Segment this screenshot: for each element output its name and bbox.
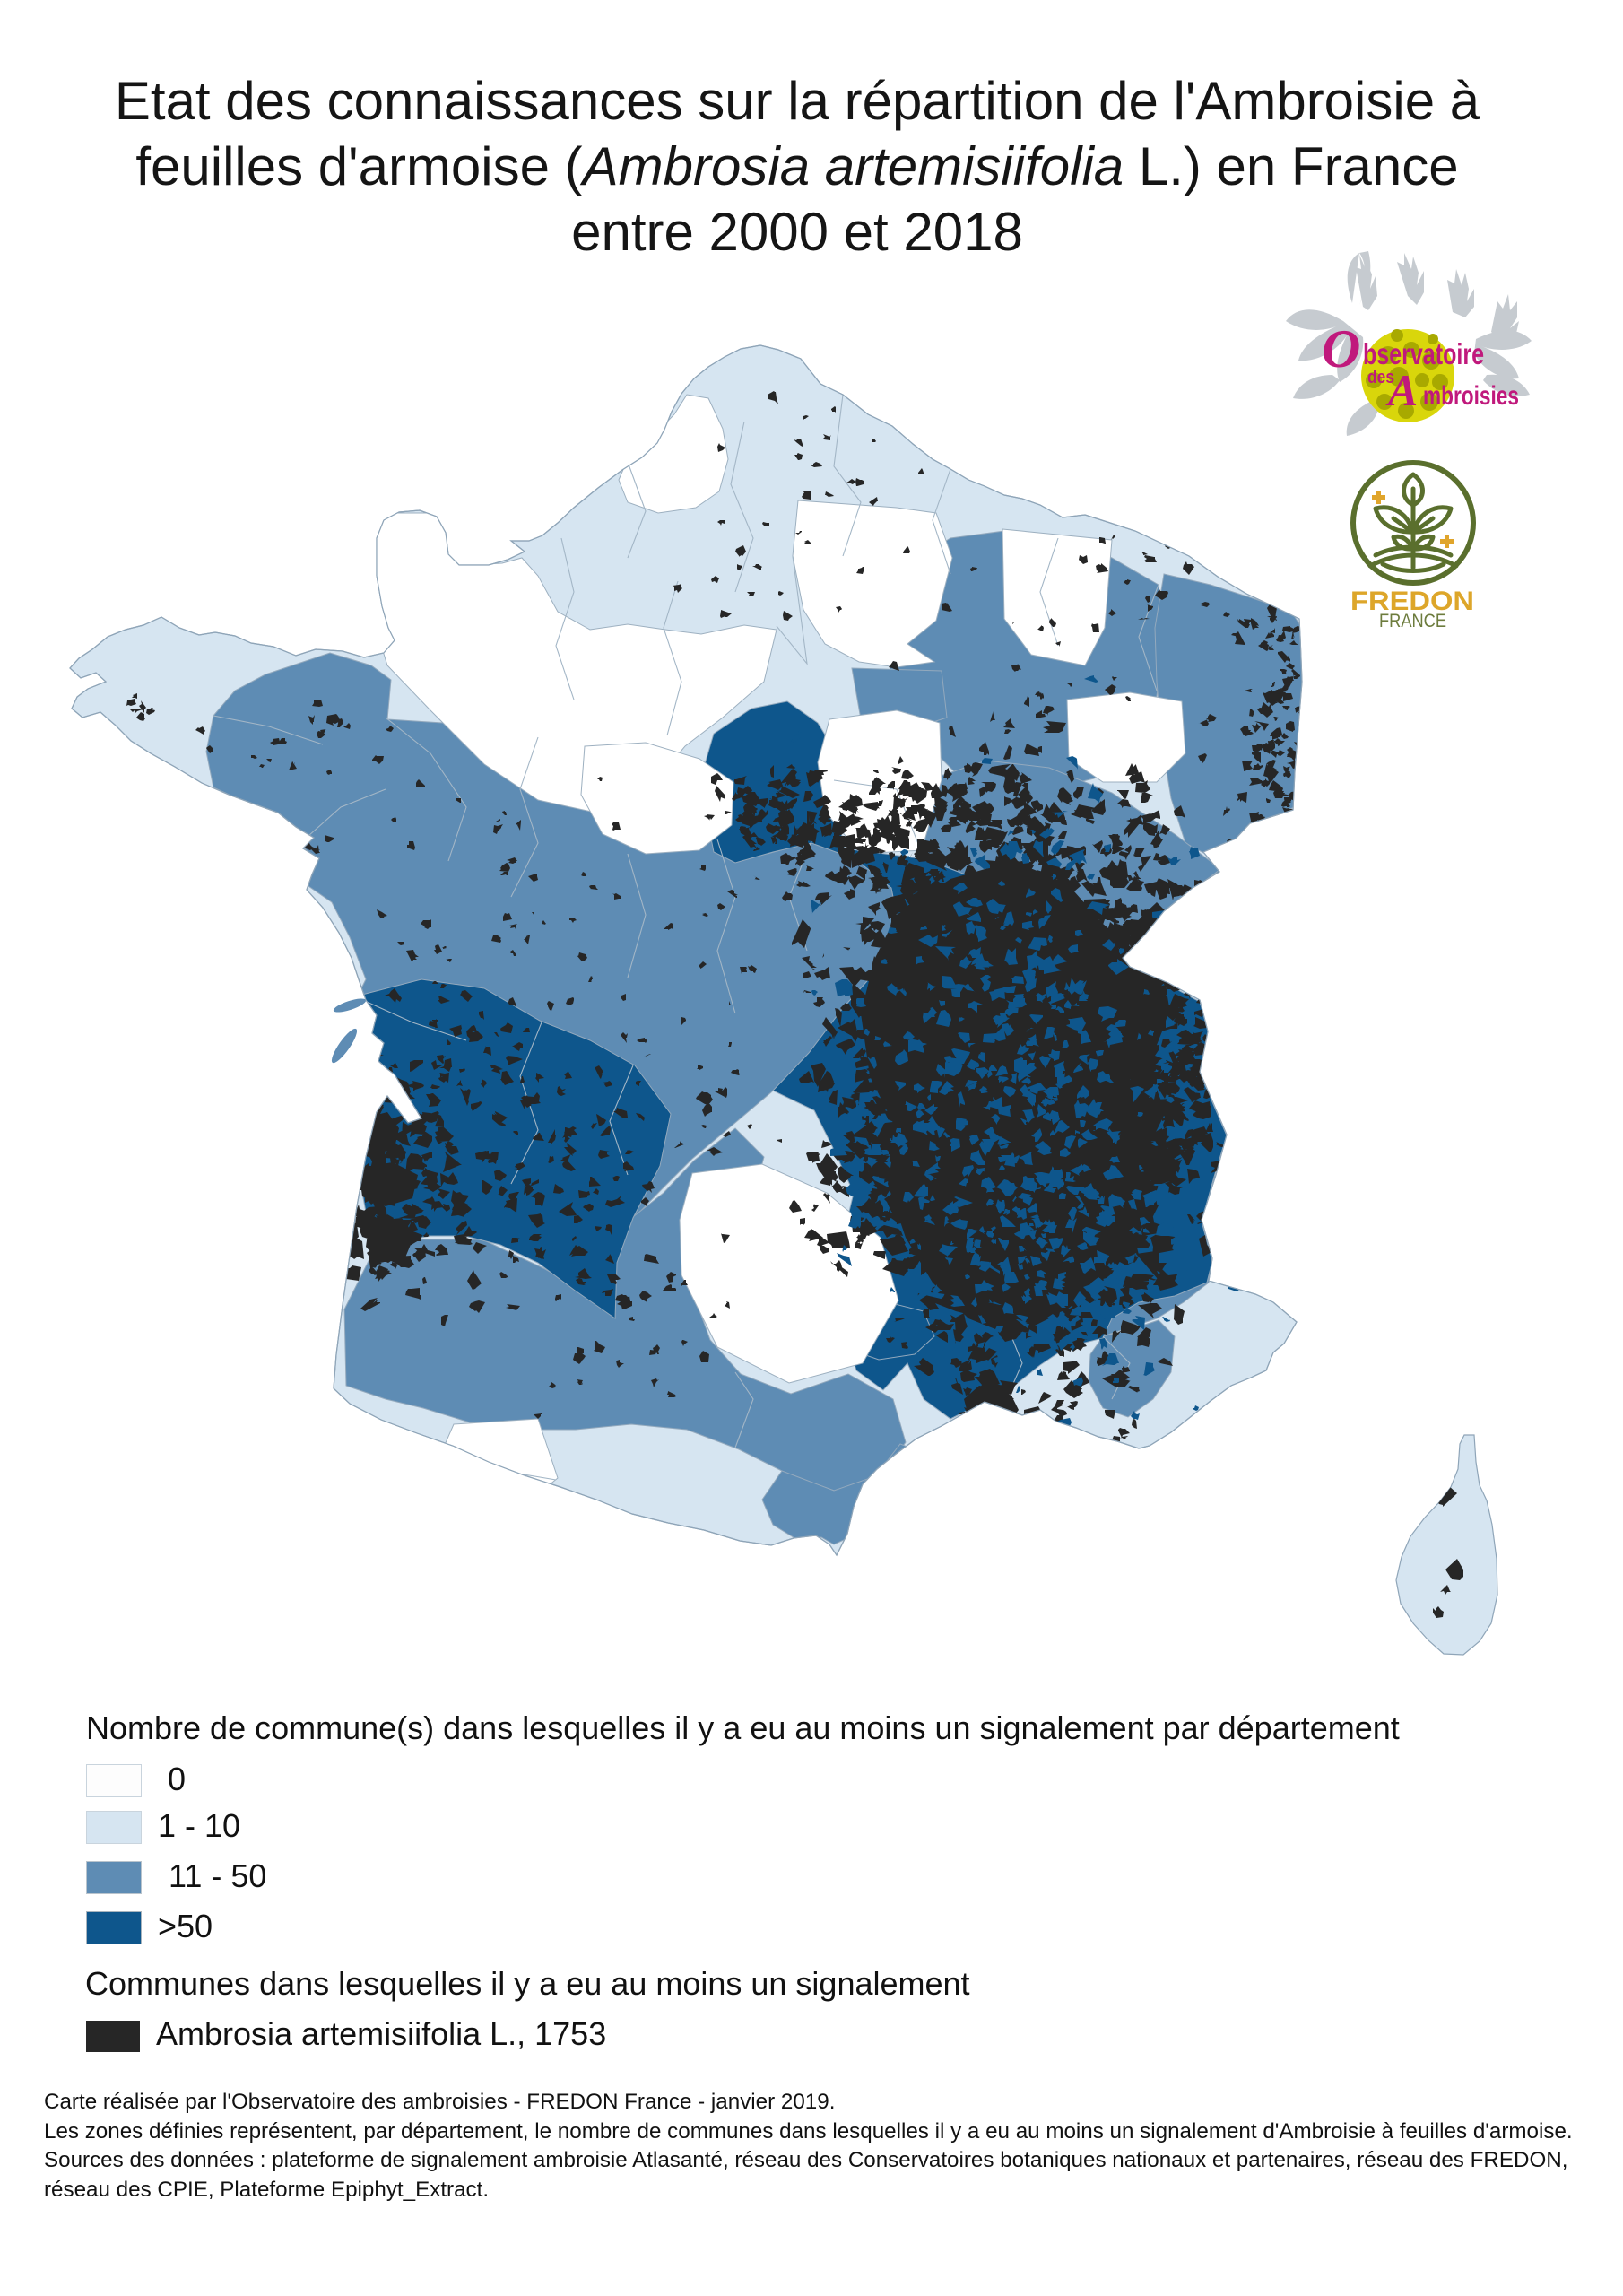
svg-text:des: des (1367, 368, 1394, 387)
svg-text:bservatoire: bservatoire (1363, 337, 1484, 370)
svg-text:mbroisies: mbroisies (1423, 381, 1519, 411)
svg-text:FRANCE: FRANCE (1379, 611, 1446, 631)
svg-text:A: A (1385, 365, 1418, 415)
svg-text:O: O (1322, 319, 1360, 378)
svg-text:FREDON: FREDON (1350, 587, 1474, 616)
